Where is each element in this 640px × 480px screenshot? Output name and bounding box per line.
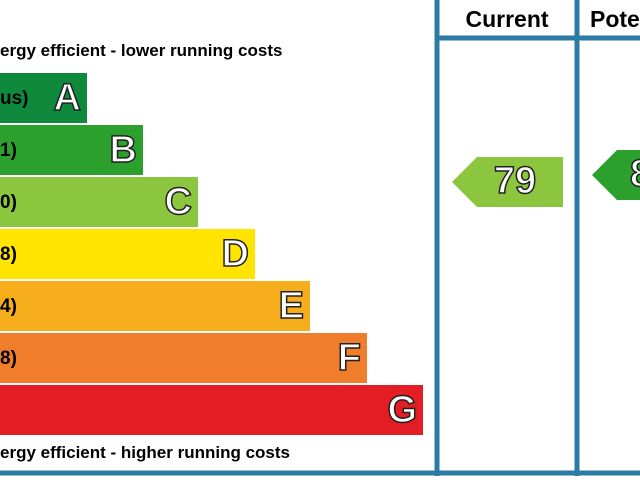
band-bar: [0, 281, 310, 331]
band-bar: [0, 385, 423, 435]
potential-arrow: [592, 150, 640, 200]
band-bar: [0, 125, 143, 175]
band-letter: B: [110, 129, 137, 171]
band-range: us): [0, 88, 29, 109]
current-rating: 79: [494, 160, 536, 202]
potential-header: Pote: [590, 6, 640, 32]
band-range: 0): [0, 192, 17, 213]
band-letter: G: [387, 389, 417, 431]
band-bar: [0, 73, 87, 123]
potential-rating: 8: [630, 153, 640, 195]
current-header: Current: [465, 6, 548, 32]
band-bar: [0, 177, 198, 227]
band-letter: E: [279, 285, 304, 327]
band-letter: F: [338, 337, 361, 379]
band-range: 4): [0, 296, 17, 317]
band-bar: [0, 229, 255, 279]
band-range: 8): [0, 244, 17, 265]
current-arrow: [452, 157, 563, 207]
band-letter: D: [222, 233, 249, 275]
band-range: 8): [0, 348, 17, 369]
band-letter: A: [54, 77, 81, 119]
band-bar: [0, 333, 367, 383]
band-letter: C: [165, 181, 192, 223]
band-range: 1): [0, 140, 17, 161]
bottom-note: ergy efficient - higher running costs: [0, 443, 290, 462]
top-note: ergy efficient - lower running costs: [0, 41, 282, 60]
